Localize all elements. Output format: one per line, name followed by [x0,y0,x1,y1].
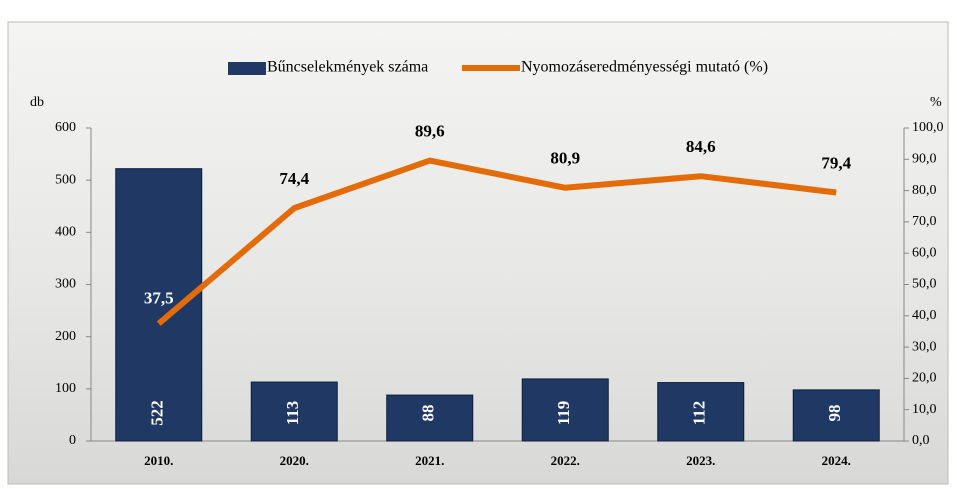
y2-tick-label: 50,0 [912,277,937,292]
y2-tick-label: 20,0 [912,371,937,386]
legend-swatch [228,62,266,75]
y2-tick-label: 0,0 [912,433,930,448]
y-tick-label: 400 [55,225,76,240]
y-axis-label: db [30,95,44,110]
bar-value-label: 113 [283,401,302,426]
x-tick-label: 2021. [415,453,444,468]
y2-tick-label: 80,0 [912,183,937,198]
y2-tick-label: 90,0 [912,152,937,167]
legend-label: Bűncselekmények száma [267,59,428,76]
chart: db % 0 100 200 300 400 500 600 0,0 10,0 20,0 30,0 4… [0,0,957,489]
x-tick-label: 2010. [144,453,173,468]
x-tick-label: 2020. [280,453,309,468]
y-tick-label: 500 [55,172,76,187]
y-tick-label: 200 [55,329,76,344]
line-value-label: 79,4 [821,153,851,172]
bar-value-label: 522 [148,400,167,426]
line-value-label: 84,6 [686,137,716,156]
y2-tick-label: 60,0 [912,245,937,260]
x-tick-label: 2023. [686,453,715,468]
y2-tick-label: 30,0 [912,339,937,354]
y-tick-label: 0 [69,433,76,448]
y-tick-label: 600 [55,120,76,135]
bar-value-label: 112 [690,401,709,426]
bar-value-label: 119 [554,401,573,426]
legend-label: Nyomozáseredményességi mutató (%) [521,59,768,76]
y2-tick-label: 40,0 [912,308,937,323]
y2-tick-label: 10,0 [912,402,937,417]
x-tick-label: 2022. [551,453,580,468]
bar-value-label: 98 [825,405,844,422]
y2-tick-label: 100,0 [912,120,944,135]
line-value-label: 37,5 [144,289,174,308]
y-tick-label: 100 [55,381,76,396]
line-value-label: 89,6 [415,121,445,140]
y2-tick-label: 70,0 [912,214,937,229]
bar-value-label: 88 [419,405,438,422]
x-tick-label: 2024. [822,453,851,468]
line-value-label: 74,4 [279,169,309,188]
y2-axis-label: % [930,95,942,110]
y-tick-label: 300 [55,277,76,292]
line-value-label: 80,9 [550,149,580,168]
